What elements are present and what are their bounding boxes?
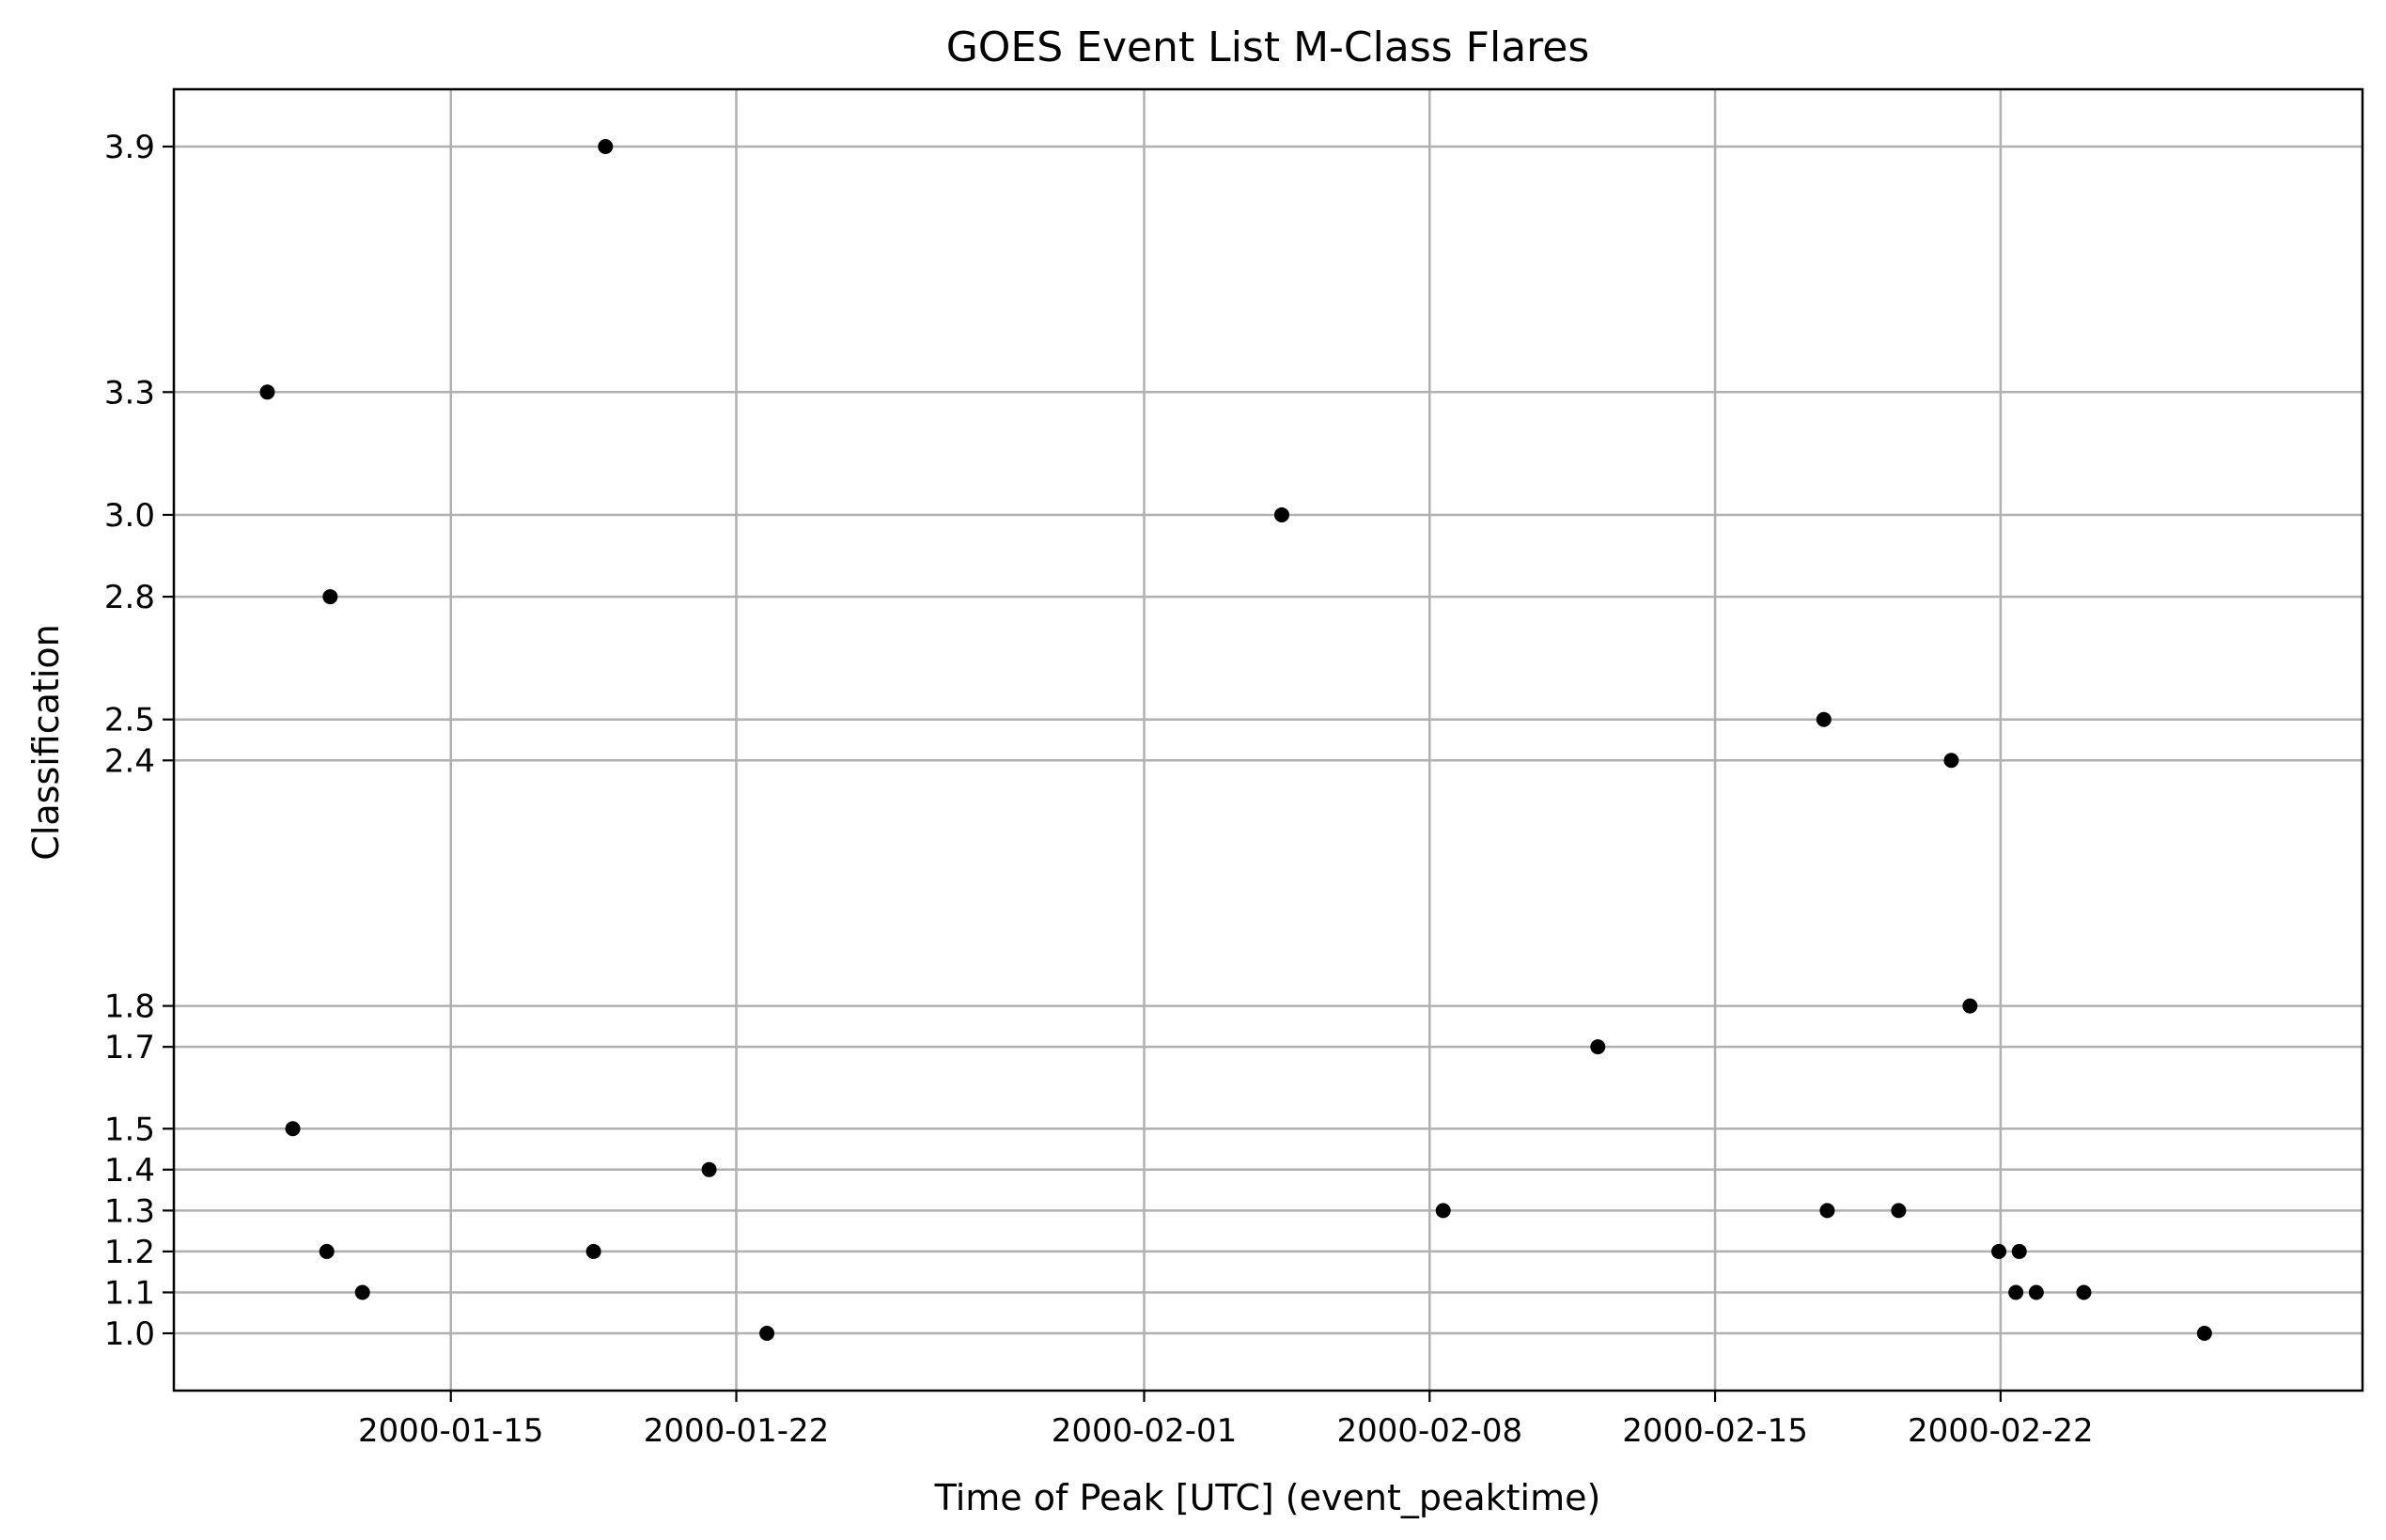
- x-tick-label: 2000-02-15: [1622, 1412, 1808, 1450]
- data-point: [1891, 1203, 1907, 1219]
- y-tick-label: 1.7: [104, 1029, 155, 1066]
- x-axis-label: Time of Peak [UTC] (event_peaktime): [934, 1477, 1601, 1518]
- data-point: [1819, 1203, 1835, 1219]
- grid-layer: [174, 89, 2363, 1391]
- y-tick-label: 3.0: [104, 497, 155, 535]
- x-tick-label: 2000-01-15: [358, 1412, 544, 1450]
- axes-frame: [172, 87, 2364, 1392]
- y-tick-label: 2.4: [104, 742, 155, 780]
- data-point: [1991, 1243, 2007, 1259]
- y-tick-label: 1.1: [104, 1274, 155, 1312]
- data-point: [598, 138, 614, 154]
- y-tick-label: 1.5: [104, 1111, 155, 1148]
- x-tick-label: 2000-02-08: [1336, 1412, 1522, 1450]
- data-point: [701, 1161, 717, 1177]
- y-tick-label: 1.4: [104, 1152, 155, 1190]
- tick-layer: 2000-01-15 2000-01-22 2000-02-01 2000-02-08…: [104, 129, 2094, 1450]
- y-tick-label: 2.8: [104, 579, 155, 616]
- data-point: [259, 384, 275, 400]
- y-tick-label: 1.2: [104, 1234, 155, 1271]
- data-point: [354, 1284, 370, 1300]
- x-tick-label: 2000-02-01: [1052, 1412, 1238, 1450]
- y-axis-label: Classification: [25, 624, 67, 860]
- data-point: [322, 589, 338, 605]
- data-point: [1435, 1203, 1451, 1219]
- data-point: [2008, 1284, 2024, 1300]
- y-tick-label: 3.9: [104, 129, 155, 166]
- data-point: [285, 1121, 301, 1137]
- data-point: [1816, 711, 1832, 727]
- data-point: [2196, 1326, 2212, 1342]
- chart-title: GOES Event List M-Class Flares: [946, 23, 1590, 71]
- data-point: [1273, 506, 1289, 522]
- y-tick-label: 3.3: [104, 374, 155, 412]
- y-tick-label: 1.0: [104, 1315, 155, 1353]
- data-point: [2011, 1243, 2027, 1259]
- x-tick-label: 2000-02-22: [1908, 1412, 2094, 1450]
- data-point: [2076, 1284, 2092, 1300]
- x-tick-label: 2000-01-22: [644, 1412, 830, 1450]
- y-tick-label: 2.5: [104, 702, 155, 739]
- data-point: [585, 1243, 601, 1259]
- data-points: [259, 138, 2212, 1342]
- y-tick-label: 1.3: [104, 1192, 155, 1230]
- data-point: [1962, 998, 1978, 1014]
- data-point: [1943, 753, 1959, 769]
- data-point: [319, 1243, 335, 1259]
- data-point: [1590, 1039, 1606, 1055]
- data-point: [2028, 1284, 2044, 1300]
- y-tick-label: 1.8: [104, 988, 155, 1026]
- data-point: [759, 1326, 775, 1342]
